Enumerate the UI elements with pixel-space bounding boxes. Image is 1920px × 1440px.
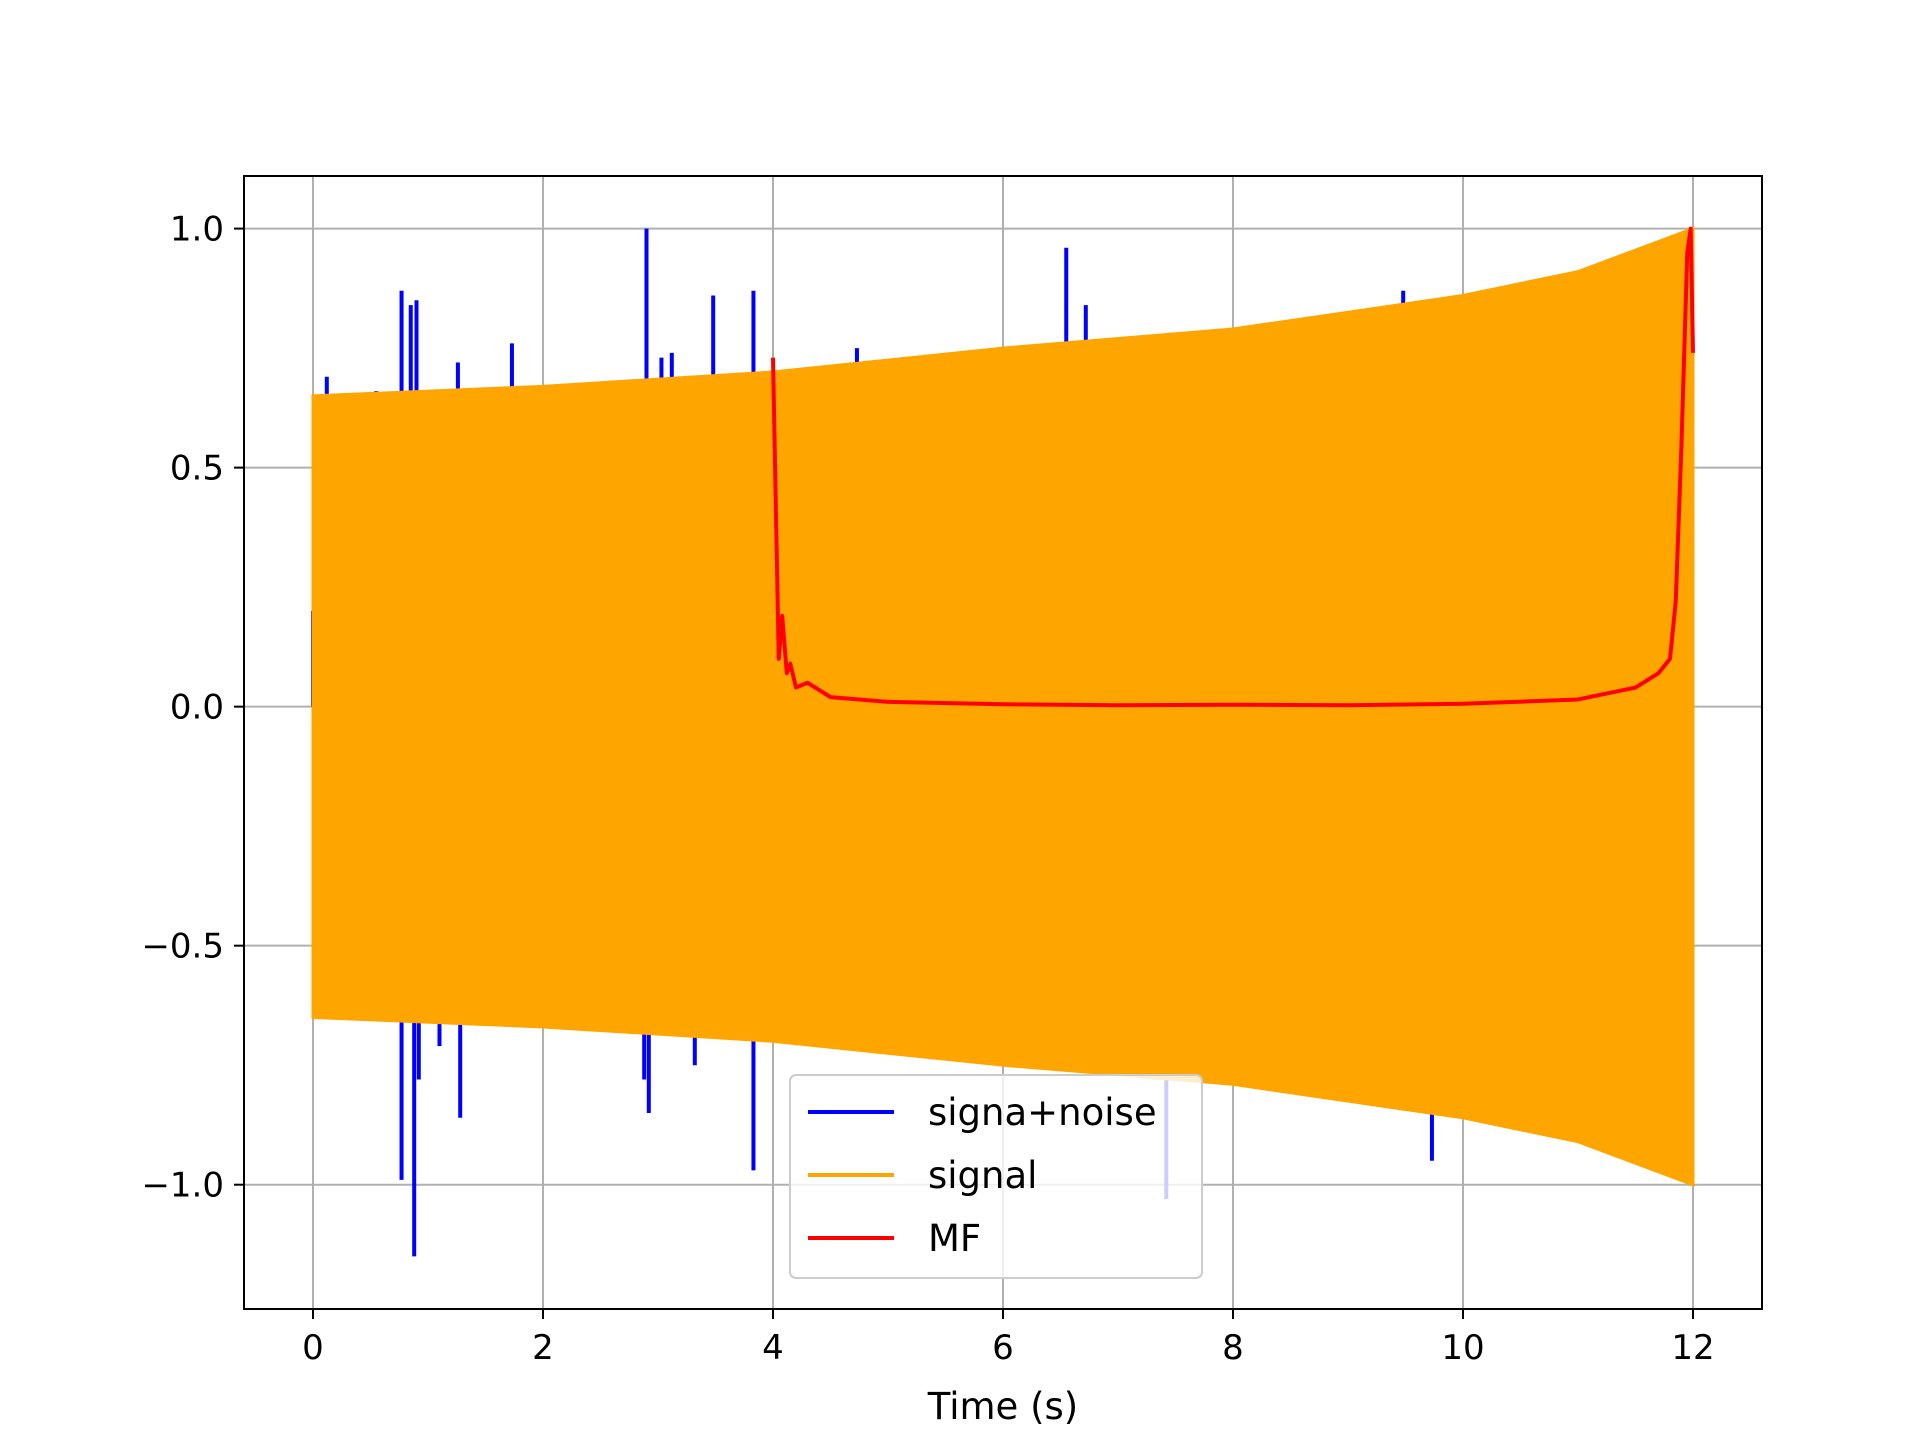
signal-band [311, 226, 1695, 1187]
legend-label: signa+noise [928, 1091, 1157, 1134]
legend: signa+noise signal MF [789, 1074, 1203, 1279]
mf-line [771, 226, 1695, 708]
y-tick-label: 0.5 [170, 449, 224, 489]
x-tick-label: 10 [1441, 1328, 1484, 1368]
y-tick-label: −1.0 [141, 1166, 224, 1206]
y-tick-label: −0.5 [141, 927, 224, 967]
x-axis-label: Time (s) [927, 1385, 1078, 1428]
plot-area [311, 226, 1695, 1257]
x-tick-label: 4 [762, 1328, 784, 1368]
legend-box [789, 1074, 1203, 1279]
y-tick-label: 0.0 [170, 688, 224, 728]
x-tick-label: 2 [532, 1328, 554, 1368]
x-tick-label: 8 [1222, 1328, 1244, 1368]
x-tick-label: 12 [1671, 1328, 1714, 1368]
ticks: 0 2 4 6 8 10 12 1.0 0.5 0.0 −0.5 −1.0 [141, 210, 1714, 1368]
legend-label: MF [928, 1217, 981, 1260]
x-tick-label: 6 [992, 1328, 1014, 1368]
x-tick-label: 0 [302, 1328, 324, 1368]
y-tick-label: 1.0 [170, 210, 224, 250]
legend-label: signal [928, 1154, 1037, 1197]
